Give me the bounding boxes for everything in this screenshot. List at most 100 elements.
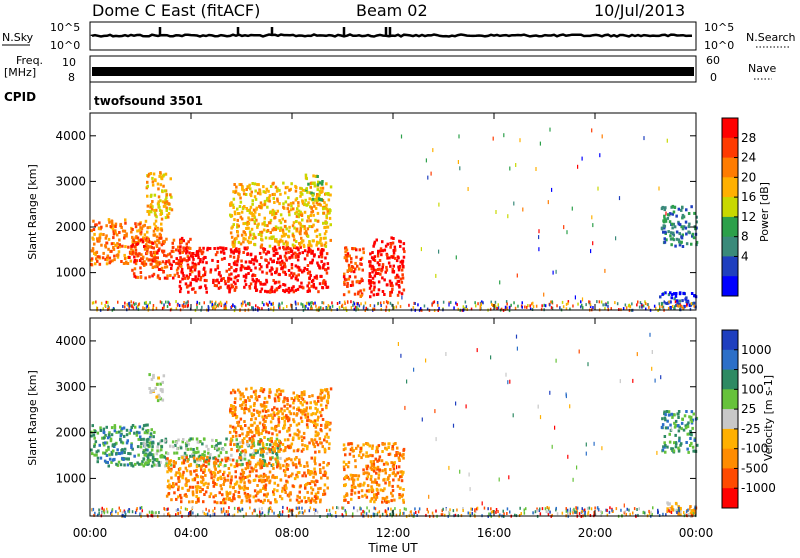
power-cell — [179, 245, 182, 248]
velocity-cell — [620, 379, 621, 383]
power-cell — [233, 256, 236, 259]
power-cell — [172, 277, 175, 280]
power-cell — [233, 223, 236, 226]
power-cell — [93, 228, 96, 231]
power-cell — [317, 212, 320, 215]
velocity-cell — [536, 509, 538, 512]
velocity-cell — [690, 418, 693, 421]
power-cell — [312, 214, 315, 217]
power-colorbar-cell — [722, 158, 738, 178]
power-cell — [99, 263, 102, 266]
velocity-cell — [212, 457, 215, 460]
power-cell — [143, 245, 146, 248]
power-cell — [373, 286, 376, 289]
velocity-cell — [203, 483, 206, 486]
power-cell — [431, 172, 432, 176]
power-cell — [662, 206, 665, 209]
power-cell — [250, 206, 253, 209]
power-cell — [381, 240, 384, 243]
velocity-cell — [292, 418, 295, 421]
velocity-cell — [202, 500, 205, 503]
power-cell — [282, 202, 285, 205]
velocity-cell — [664, 435, 667, 438]
velocity-cell — [103, 437, 106, 440]
power-cell — [182, 272, 185, 275]
power-cell — [245, 304, 247, 307]
nsky-label: N.Sky — [2, 31, 34, 44]
power-cell — [519, 138, 520, 142]
power-cell — [261, 271, 264, 274]
power-cell — [343, 273, 346, 276]
power-cell — [154, 241, 157, 244]
velocity-cell — [215, 447, 218, 450]
velocity-cell — [594, 442, 595, 446]
velocity-cell — [466, 404, 467, 408]
velocity-cell — [681, 422, 684, 425]
power-cell — [265, 259, 268, 262]
velocity-cell — [566, 507, 568, 510]
velocity-cell — [329, 509, 331, 512]
velocity-cell — [328, 442, 331, 445]
power-cell — [264, 283, 267, 286]
power-cell — [162, 260, 165, 263]
power-cell — [482, 301, 484, 304]
velocity-cell — [368, 489, 371, 492]
velocity-cell — [326, 464, 329, 467]
velocity-cell — [366, 512, 368, 515]
power-cell — [155, 220, 158, 223]
velocity-cell — [248, 399, 251, 402]
power-cell — [359, 262, 362, 265]
velocity-cell — [151, 449, 154, 452]
velocity-cell — [151, 511, 153, 514]
power-cell — [403, 242, 406, 245]
velocity-cell — [144, 431, 147, 434]
velocity-cell — [664, 413, 667, 416]
power-cell — [135, 252, 138, 255]
power-cell — [625, 304, 627, 307]
power-cell — [251, 306, 253, 309]
power-cell — [395, 283, 398, 286]
power-cell — [667, 139, 668, 143]
power-cell — [370, 304, 372, 307]
power-cell — [124, 245, 127, 248]
power-cell — [380, 253, 383, 256]
power-cell — [654, 305, 656, 308]
power-cell — [596, 300, 598, 303]
power-cell — [390, 243, 393, 246]
power-cell — [168, 212, 171, 215]
velocity-cell — [179, 467, 182, 470]
velocity-cell — [398, 456, 401, 459]
power-cell — [153, 173, 156, 176]
velocity-cell — [406, 380, 407, 384]
velocity-cell — [687, 451, 690, 454]
velocity-cell — [652, 506, 654, 509]
velocity-cell — [196, 438, 199, 441]
velocity-cell — [193, 470, 196, 473]
power-cell — [299, 232, 302, 235]
velocity-cell — [245, 467, 248, 470]
velocity-cell — [360, 447, 363, 450]
velocity-cell — [317, 419, 320, 422]
velocity-cell — [692, 446, 695, 449]
velocity-cell — [158, 464, 161, 467]
velocity-cell — [245, 435, 248, 438]
power-cell — [383, 293, 386, 296]
power-cell — [390, 236, 393, 239]
power-cell — [266, 302, 268, 305]
power-cell — [304, 211, 307, 214]
power-cell — [671, 296, 674, 299]
velocity-cell — [230, 404, 233, 407]
velocity-cell — [173, 452, 176, 455]
power-cell — [118, 231, 121, 234]
velocity-cell — [685, 441, 688, 444]
power-cell — [321, 183, 324, 186]
velocity-cell — [173, 465, 176, 468]
velocity-cell — [425, 359, 426, 363]
velocity-cell — [545, 507, 547, 510]
velocity-cell — [322, 418, 325, 421]
velocity-cell — [217, 459, 220, 462]
velocity-cell — [294, 477, 297, 480]
power-cell — [302, 200, 305, 203]
velocity-cell — [286, 458, 289, 461]
power-cell — [179, 252, 182, 255]
